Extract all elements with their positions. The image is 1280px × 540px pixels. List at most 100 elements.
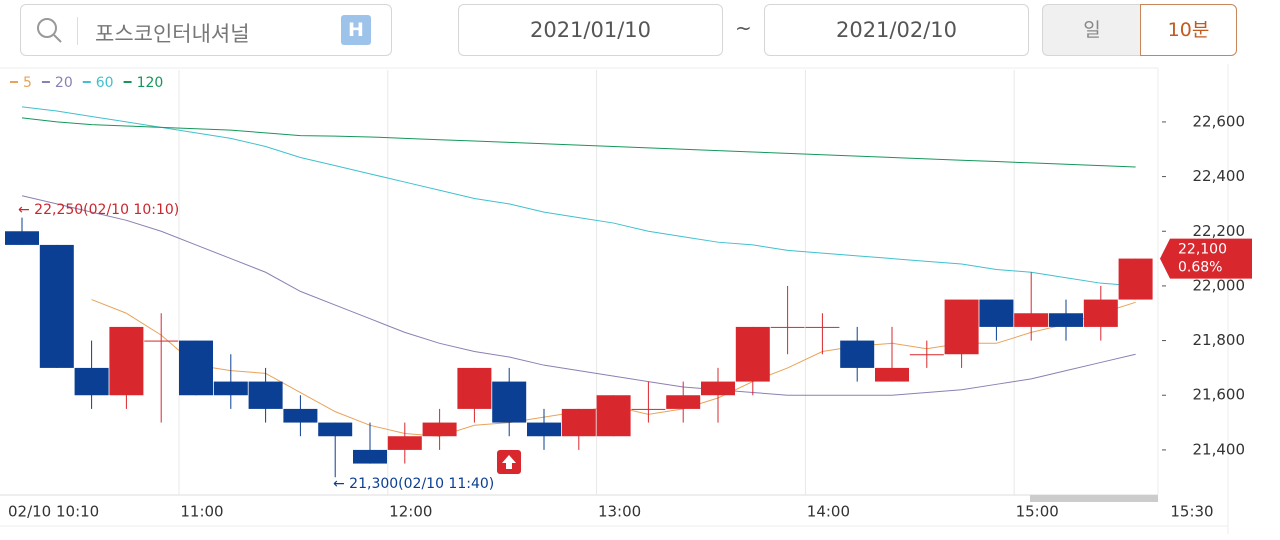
candle [596, 395, 631, 437]
candle [179, 340, 213, 396]
y-tick-label: 21,800 [1193, 331, 1246, 349]
candle [735, 326, 770, 396]
y-tick-label: 21,600 [1193, 386, 1246, 404]
candle [770, 285, 805, 355]
candle-body [283, 408, 318, 423]
candle-body [318, 422, 353, 437]
candle [492, 367, 527, 437]
x-tick-label: 11:00 [180, 503, 223, 521]
candle-body [457, 367, 492, 409]
candle-body [1014, 313, 1049, 327]
tab-10min[interactable]: 10분 [1140, 4, 1237, 56]
candle-body [248, 381, 283, 409]
candle [248, 367, 283, 423]
y-tick-label: 22,000 [1193, 276, 1246, 294]
candle [631, 381, 666, 423]
candle [457, 367, 492, 423]
candle-body [179, 340, 213, 396]
last-price: 22,100 [1178, 242, 1227, 258]
candle-body [1049, 313, 1083, 327]
candle-body [527, 422, 561, 437]
candle-body [840, 340, 875, 368]
search-text: 포스코인터내셔널 [95, 22, 250, 46]
candle [701, 367, 735, 423]
candle-body [39, 244, 74, 368]
candle [1014, 272, 1049, 341]
candle-body [1118, 258, 1153, 300]
x-tick-label: 02/10 10:10 [8, 503, 99, 521]
candle-body [387, 436, 422, 450]
ma-line [21, 117, 1136, 168]
legend-label: 20 [55, 75, 73, 91]
signal-arrow [502, 455, 516, 469]
price-tag [1160, 238, 1252, 279]
candle [1049, 299, 1083, 341]
candle-body [5, 231, 39, 245]
x-tick-label: 14:00 [807, 503, 850, 521]
chart: 21,400 21,600 21,800 22,000 22,200 22,400 22,6… [0, 64, 1252, 534]
candle [1118, 258, 1153, 300]
candle [144, 313, 179, 423]
candle [527, 408, 561, 450]
candle [213, 354, 248, 409]
candle-body [561, 408, 596, 437]
candle-body [770, 326, 805, 328]
candle-body [213, 381, 248, 396]
x-tick-label: 15:30 [1170, 503, 1213, 521]
candle-body [805, 326, 840, 328]
candle-body [979, 299, 1014, 327]
ma-line [21, 106, 1136, 287]
candle-body [875, 367, 909, 382]
candle [979, 299, 1014, 341]
candle [5, 217, 39, 245]
legend-label: 120 [137, 75, 164, 91]
candle-body [701, 381, 735, 396]
candle [353, 422, 387, 464]
candle-body [1083, 299, 1118, 327]
candle-body [144, 340, 179, 342]
tab-day[interactable]: 일 [1042, 4, 1142, 56]
candle [875, 326, 909, 382]
candle [561, 408, 596, 450]
end-date[interactable]: 2021/02/10 [764, 4, 1029, 56]
candle [283, 395, 318, 437]
candle [1083, 285, 1118, 341]
candle-body [353, 449, 387, 464]
candle [666, 381, 701, 423]
candle-body [596, 395, 631, 437]
date-separator: ~ [735, 16, 752, 40]
x-tick-label: 13:00 [598, 503, 641, 521]
search-icon [37, 18, 62, 43]
candle [840, 326, 875, 382]
start-date[interactable]: 2021/01/10 [458, 4, 723, 56]
y-tick-label: 22,400 [1193, 167, 1246, 185]
candle-body [666, 395, 701, 409]
candle [944, 299, 979, 368]
candle-body [74, 367, 109, 396]
ma-line [21, 195, 1136, 396]
y-tick-label: 21,400 [1193, 440, 1246, 458]
candle [909, 340, 944, 368]
legend-label: 5 [23, 75, 32, 91]
candle [422, 408, 457, 450]
x-tick-label: 12:00 [389, 503, 432, 521]
search-box[interactable]: 포스코인터내셔널 H [20, 4, 392, 56]
y-tick-label: 22,200 [1193, 222, 1246, 240]
badge: H [341, 15, 371, 45]
min-label: ← 21,300(02/10 11:40) [333, 476, 494, 492]
candle-body [109, 326, 144, 396]
candle [318, 422, 353, 478]
candle [74, 340, 109, 409]
candle-body [944, 299, 979, 355]
candle [387, 422, 422, 464]
last-change: 0.68% [1178, 260, 1222, 276]
legend-label: 60 [96, 75, 114, 91]
y-tick-label: 22,600 [1193, 112, 1246, 130]
max-label: ← 22,250(02/10 10:10) [18, 202, 179, 218]
candle-body [492, 381, 527, 423]
candle [805, 313, 840, 355]
candle [39, 244, 74, 368]
candle [109, 326, 144, 409]
scrollbar[interactable] [1030, 495, 1158, 502]
